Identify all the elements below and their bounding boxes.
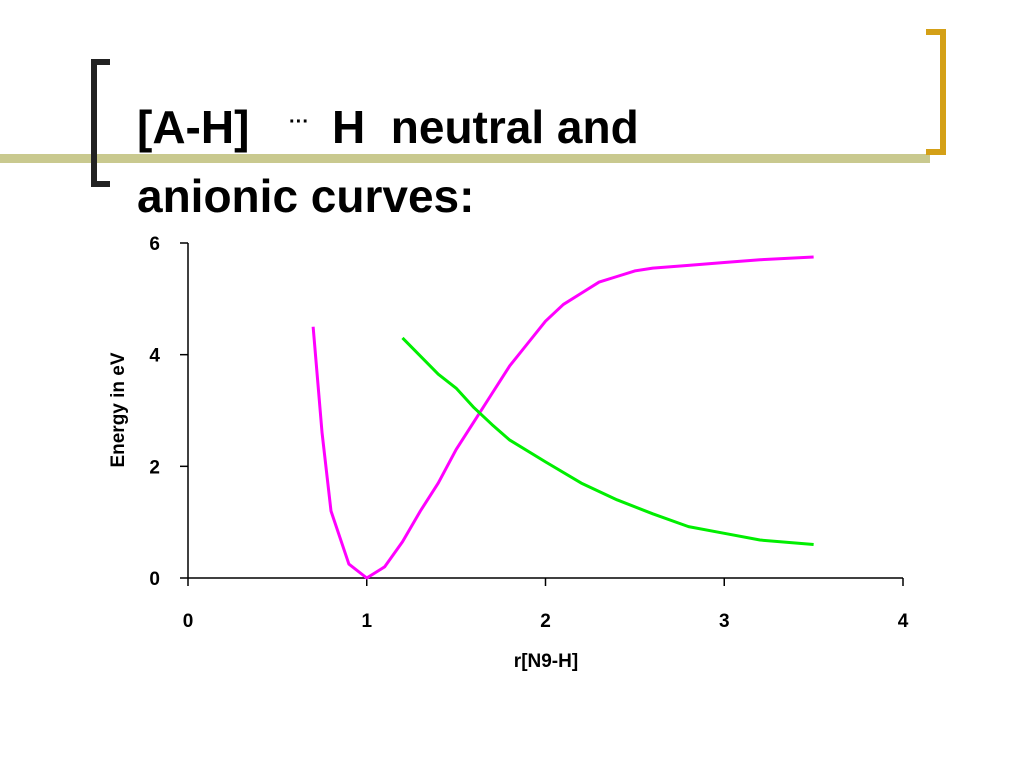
y-tick-label: 0 [149,569,160,590]
line [401,336,814,546]
x-tick-label: 0 [183,611,194,632]
title: anionic curves: [137,170,474,222]
line [311,255,814,580]
y-tick-label: 4 [149,346,160,367]
x-tick-label: 4 [898,611,909,632]
title: H neutral and [332,101,639,153]
x-tick-label: 1 [361,611,372,632]
y-tick-label: 6 [149,234,160,255]
title: [A-H] [137,101,249,153]
x-axis-label: r[N9-H] [514,651,578,672]
right-bracket [926,29,946,155]
y-axis-label: Energy in eV [108,352,129,467]
title: ··· [289,111,309,133]
y-tick-label: 2 [149,457,160,478]
x-tick-label: 2 [540,611,551,632]
x-tick-label: 3 [719,611,730,632]
left-bracket [91,59,110,187]
title-band [0,154,930,163]
